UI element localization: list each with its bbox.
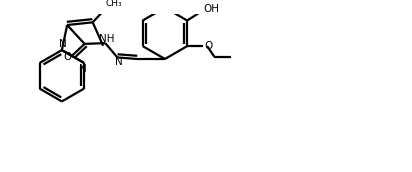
Text: N: N xyxy=(59,39,67,49)
Text: CH₃: CH₃ xyxy=(106,0,122,8)
Text: O: O xyxy=(204,41,212,51)
Text: N: N xyxy=(115,57,123,67)
Text: O: O xyxy=(64,52,72,62)
Text: N: N xyxy=(80,64,87,74)
Text: NH: NH xyxy=(99,34,115,44)
Text: OH: OH xyxy=(203,4,219,14)
